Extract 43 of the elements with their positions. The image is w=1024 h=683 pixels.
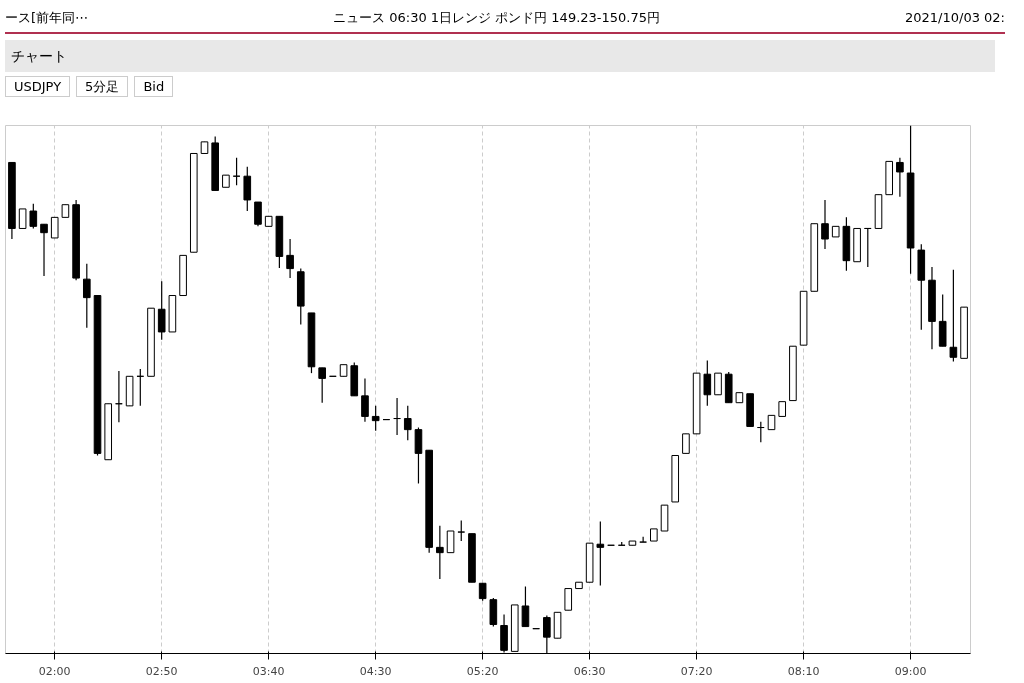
text: ニュース 06:30 1日レンジ ポンド円 149.23-150.75円: [333, 9, 661, 27]
x-tick-label: 03:40: [252, 664, 285, 678]
x-tick-label: 05:20: [466, 664, 499, 678]
candlestick: [596, 520, 605, 586]
candlestick: [896, 157, 904, 198]
candlestick: [29, 203, 38, 230]
text: 2021/10/03 02:: [905, 9, 1005, 27]
x-tick-label: 09:00: [894, 664, 927, 678]
candlestick: [682, 433, 690, 454]
candlestick: [254, 201, 262, 227]
candlestick: [157, 280, 166, 341]
candlestick: [703, 359, 712, 407]
candlestick: [50, 216, 59, 239]
candlestick: [243, 166, 252, 212]
candlestick: [457, 519, 466, 542]
candlestick: [414, 426, 423, 485]
chart-title: チャート: [5, 39, 995, 72]
candlestick: [361, 377, 369, 423]
candlestick: [639, 536, 647, 543]
x-tick-label: 08:10: [787, 664, 820, 678]
text: ース[前年同⋯: [5, 9, 89, 27]
text: Bid: [134, 75, 174, 97]
x-tick-label: 06:30: [573, 664, 606, 678]
x-tick-label: 02:00: [38, 664, 71, 678]
text: USDJPY: [5, 75, 71, 97]
candlestick: [821, 199, 829, 250]
candlestick: [564, 587, 573, 611]
candlestick: [436, 525, 444, 580]
x-tick-label: 07:20: [680, 664, 713, 678]
candlestick: [403, 405, 412, 441]
candlestick: [714, 372, 722, 396]
x-tick-label: 04:30: [359, 664, 392, 678]
candlestick: [82, 263, 91, 329]
text: 5分足: [76, 75, 129, 97]
candlestick: [40, 223, 48, 277]
candlestick: [949, 269, 958, 363]
candlestick: [286, 238, 294, 279]
candlestick: [318, 367, 326, 404]
candlestick: [18, 208, 27, 229]
candlestick: [446, 530, 455, 554]
candlestick: [371, 405, 380, 432]
candlestick: [521, 585, 530, 628]
x-tick-label: 02:50: [145, 664, 178, 678]
